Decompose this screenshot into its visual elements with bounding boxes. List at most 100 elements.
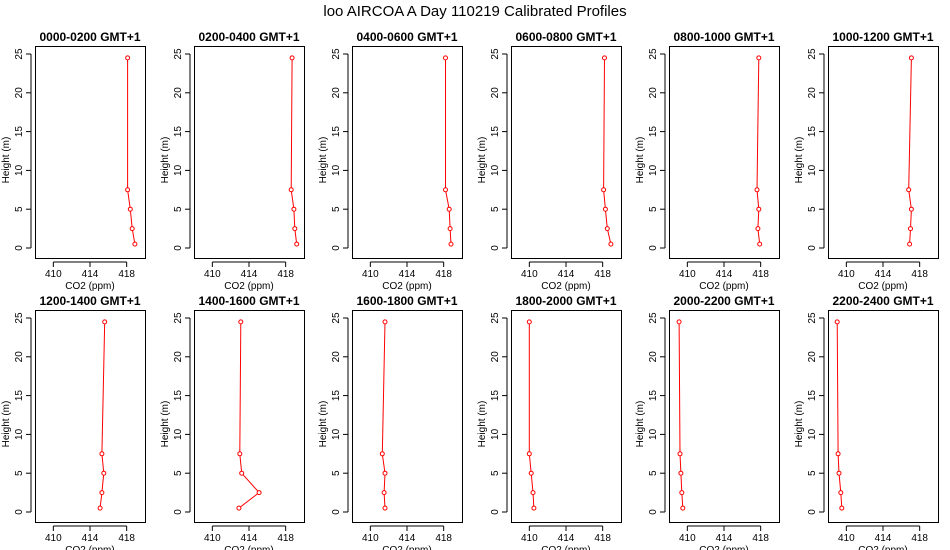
plot-frame — [35, 46, 146, 259]
y-tick-label: 15 — [648, 390, 659, 402]
data-point — [531, 505, 537, 511]
plot-frame — [35, 310, 146, 523]
y-tick-label: 25 — [14, 48, 25, 60]
y-tick-label: 15 — [14, 390, 25, 402]
data-point — [443, 187, 448, 193]
y-tick-label: 5 — [173, 470, 184, 476]
x-tick-label: 410 — [679, 269, 696, 280]
x-axis-label: CO2 (ppm) — [541, 545, 590, 550]
y-tick-label: 15 — [490, 126, 501, 138]
panel: 1200-1400 GMT+1 0 5 10 15 20 25 Height (m) 410 41… — [1, 294, 146, 550]
data-point — [678, 470, 684, 476]
y-tick-label: 15 — [331, 390, 342, 402]
profile-line — [238, 321, 260, 509]
data-point — [239, 470, 245, 476]
y-tick-label: 20 — [14, 351, 25, 363]
x-tick-label: 410 — [521, 269, 538, 280]
panel: 1600-1800 GMT+1 0 5 10 15 20 25 Height (m) 410 41… — [318, 294, 463, 550]
plot-frame — [828, 46, 939, 259]
y-tick-label: 5 — [807, 470, 818, 476]
data-point — [101, 470, 107, 476]
data-point — [379, 451, 385, 457]
y-tick-label: 20 — [648, 351, 659, 363]
x-tick-label: 418 — [435, 533, 452, 544]
data-point — [679, 490, 685, 496]
plot-frame — [194, 310, 305, 523]
x-tick-label: 414 — [241, 269, 258, 280]
profile-line — [908, 57, 912, 245]
y-axis-label: Height (m) — [1, 401, 12, 448]
data-point — [102, 319, 108, 325]
data-point — [443, 55, 448, 61]
data-point — [604, 226, 610, 232]
data-point — [382, 470, 388, 476]
plot-frame — [194, 46, 305, 259]
panel-title: 2000-2200 GMT+1 — [673, 294, 774, 308]
x-tick-label: 410 — [521, 533, 538, 544]
x-tick-label: 418 — [277, 269, 294, 280]
profile-line — [756, 57, 761, 245]
x-tick-label: 418 — [435, 269, 452, 280]
y-tick-label: 20 — [648, 87, 659, 99]
x-axis-label: CO2 (ppm) — [224, 281, 273, 292]
y-tick-label: 5 — [648, 470, 659, 476]
y-tick-label: 15 — [490, 390, 501, 402]
x-tick-label: 414 — [82, 533, 99, 544]
x-tick-label: 418 — [752, 533, 769, 544]
y-tick-label: 10 — [648, 164, 659, 176]
data-point — [526, 451, 532, 457]
plot-frame — [511, 46, 622, 259]
x-tick-label: 418 — [594, 269, 611, 280]
y-tick-label: 20 — [490, 351, 501, 363]
data-point — [836, 470, 842, 476]
data-point — [125, 55, 131, 61]
x-tick-label: 414 — [716, 269, 733, 280]
x-axis-label: CO2 (ppm) — [541, 281, 590, 292]
y-tick-label: 0 — [173, 509, 184, 515]
y-tick-label: 0 — [331, 509, 342, 515]
panel: 0600-0800 GMT+1 0 5 10 15 20 25 Height (m) 410 41… — [477, 30, 622, 292]
y-tick-label: 5 — [14, 470, 25, 476]
y-tick-label: 0 — [807, 245, 818, 251]
data-point — [677, 451, 683, 457]
y-tick-label: 25 — [807, 312, 818, 324]
data-point — [908, 226, 913, 232]
x-tick-label: 418 — [118, 533, 135, 544]
y-tick-label: 20 — [173, 351, 184, 363]
panel-title: 1400-1600 GMT+1 — [198, 294, 299, 308]
data-point — [99, 451, 105, 457]
data-point — [132, 241, 138, 247]
y-tick-label: 10 — [331, 428, 342, 440]
y-tick-label: 5 — [648, 206, 659, 212]
profile-line — [381, 321, 386, 509]
data-point — [99, 490, 105, 496]
data-point — [907, 241, 913, 247]
data-point — [382, 319, 388, 325]
y-tick-label: 0 — [648, 509, 659, 515]
x-axis-label: CO2 (ppm) — [699, 281, 748, 292]
data-point — [236, 505, 242, 511]
profile-line — [99, 321, 106, 509]
data-point — [908, 55, 914, 61]
y-tick-label: 0 — [807, 509, 818, 515]
data-point — [446, 206, 452, 212]
panel-title: 2200-2400 GMT+1 — [832, 294, 933, 308]
plot-frame — [828, 310, 939, 523]
data-point — [757, 241, 763, 247]
y-tick-label: 20 — [807, 351, 818, 363]
y-tick-label: 5 — [331, 470, 342, 476]
data-point — [834, 319, 840, 325]
data-point — [294, 241, 300, 247]
data-point — [530, 490, 536, 496]
x-tick-label: 410 — [838, 533, 855, 544]
data-point — [292, 226, 298, 232]
x-axis-label: CO2 (ppm) — [65, 545, 114, 550]
y-tick-label: 25 — [14, 312, 25, 324]
y-tick-label: 25 — [648, 312, 659, 324]
y-tick-label: 25 — [490, 48, 501, 60]
data-point — [381, 490, 387, 496]
y-tick-label: 10 — [173, 428, 184, 440]
y-axis-label: Height (m) — [635, 401, 646, 448]
profile-line — [603, 57, 612, 245]
y-tick-label: 10 — [173, 164, 184, 176]
